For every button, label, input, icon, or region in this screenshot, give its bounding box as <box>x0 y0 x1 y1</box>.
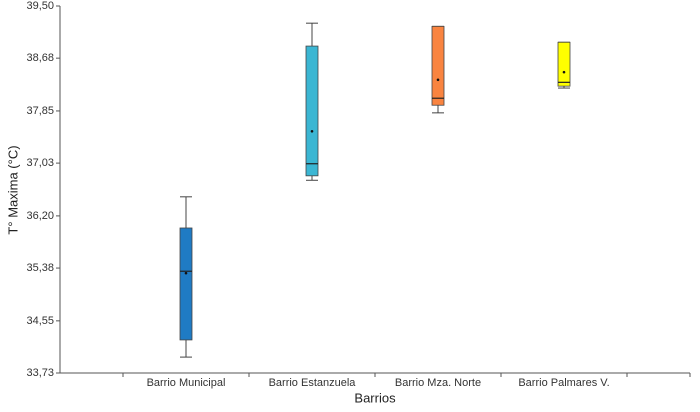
mean-dot <box>310 130 314 133</box>
x-tick-label: Barrio Mza. Norte <box>395 377 481 389</box>
mean-dot <box>436 78 440 82</box>
y-tick-label: 37,03 <box>26 157 54 169</box>
mean-dot <box>184 271 188 275</box>
box <box>557 41 571 87</box>
y-tick-label: 33,73 <box>26 367 54 379</box>
y-axis-title: T° Maxima (°C) <box>5 145 20 234</box>
box <box>305 45 319 177</box>
y-tick-label: 36,20 <box>26 210 54 222</box>
mean-dot <box>562 70 566 74</box>
x-tick-label: Barrio Palmares V. <box>518 377 609 389</box>
x-axis-title: Barrios <box>354 390 396 405</box>
box <box>431 25 445 106</box>
x-tick-label: Barrio Estanzuela <box>269 377 357 389</box>
x-tick-label: Barrio Municipal <box>147 377 226 389</box>
box <box>179 227 193 341</box>
y-tick-label: 37,85 <box>26 105 54 117</box>
y-tick-label: 38,68 <box>26 52 54 64</box>
y-tick-label: 35,38 <box>26 262 54 274</box>
y-tick-label: 39,50 <box>26 0 54 12</box>
y-tick-label: 34,55 <box>26 315 54 327</box>
